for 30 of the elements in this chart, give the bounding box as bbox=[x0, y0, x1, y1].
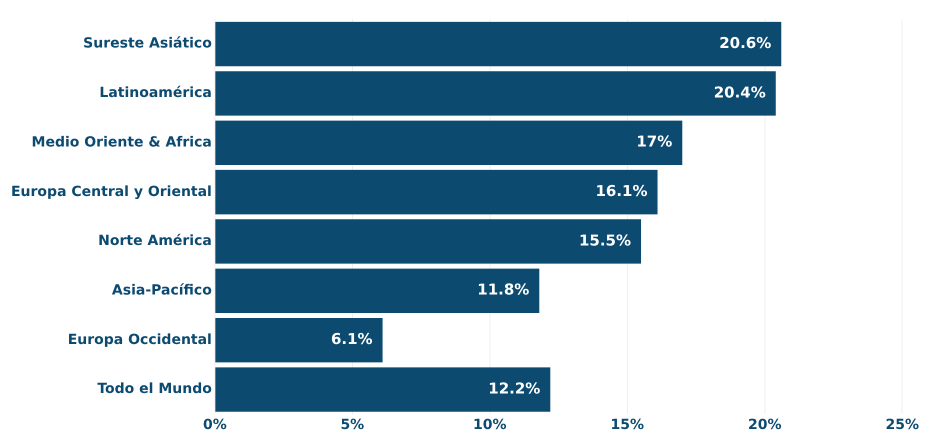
x-tick-label: 25% bbox=[885, 417, 920, 434]
y-tick-label: Norte América bbox=[98, 233, 212, 250]
y-tick-label: Latinoamérica bbox=[99, 85, 212, 102]
data-label: 12.2% bbox=[488, 379, 540, 398]
y-tick-label: Europa Central y Oriental bbox=[10, 184, 212, 200]
x-tick-label: 20% bbox=[748, 417, 782, 434]
bar bbox=[215, 367, 550, 412]
data-label: 20.4% bbox=[714, 83, 766, 102]
bar bbox=[215, 22, 782, 66]
y-tick-label: Todo el Mundo bbox=[97, 381, 212, 398]
y-tick-label: Asia-Pacífico bbox=[112, 282, 212, 298]
y-tick-label: Medio Oriente & Africa bbox=[32, 134, 212, 150]
bar bbox=[215, 268, 540, 314]
bar bbox=[215, 219, 642, 264]
data-label: 16.1% bbox=[595, 182, 648, 200]
data-label: 20.6% bbox=[719, 34, 772, 52]
data-label: 11.8% bbox=[477, 280, 530, 299]
bar bbox=[215, 318, 383, 362]
bar bbox=[215, 170, 658, 214]
x-tick-label: 15% bbox=[610, 417, 644, 434]
bar bbox=[215, 120, 682, 165]
x-tick-label: 5% bbox=[340, 417, 364, 434]
x-tick-label: 0% bbox=[202, 417, 227, 434]
data-label: 15.5% bbox=[578, 231, 632, 250]
data-label: 6.1% bbox=[330, 330, 373, 348]
data-label: 17% bbox=[636, 132, 672, 151]
bar bbox=[215, 71, 776, 116]
y-tick-label: Europa Occidental bbox=[68, 332, 212, 348]
y-tick-label: Sureste Asiático bbox=[83, 36, 212, 52]
x-tick-label: 10% bbox=[473, 417, 507, 434]
